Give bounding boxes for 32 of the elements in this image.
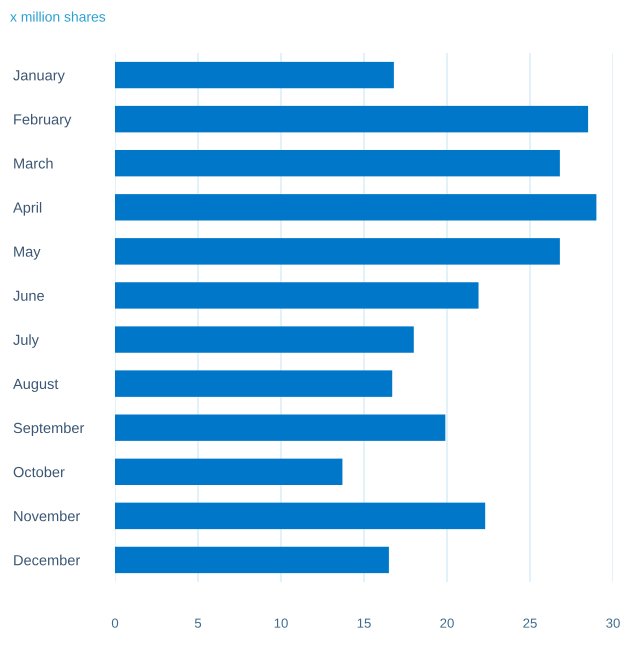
bar [115, 238, 560, 265]
x-tick-label: 15 [358, 618, 371, 628]
bar [115, 326, 414, 353]
y-tick-label: October [14, 466, 65, 478]
y-tick-label: November [14, 510, 80, 522]
bar [115, 502, 486, 530]
bar [115, 414, 446, 441]
bar [115, 106, 588, 132]
y-tick-label: February [14, 114, 72, 128]
y-tick-label: December [14, 554, 80, 566]
chart-subtitle: x million shares [10, 12, 106, 22]
x-tick-label: 30 [606, 618, 620, 628]
x-tick-label: 5 [194, 618, 202, 628]
bar [115, 194, 596, 221]
bar [115, 458, 342, 486]
y-tick-label: May [14, 246, 41, 260]
bar [115, 62, 394, 88]
y-tick-label: July [13, 334, 39, 348]
y-tick-label: August [13, 378, 58, 392]
x-tick-label: 0 [112, 618, 118, 628]
y-tick-label: March [14, 158, 53, 169]
bar [115, 282, 479, 309]
x-tick-label: 10 [274, 618, 288, 628]
y-tick-label: January [13, 70, 65, 84]
bar [115, 370, 392, 397]
x-tick-label: 20 [440, 618, 454, 628]
bar [115, 150, 560, 176]
y-tick-label: April [13, 202, 42, 216]
x-tick-label: 25 [523, 618, 537, 628]
bar [115, 546, 389, 574]
y-tick-label: June [13, 290, 44, 301]
y-tick-label: September [14, 422, 84, 436]
